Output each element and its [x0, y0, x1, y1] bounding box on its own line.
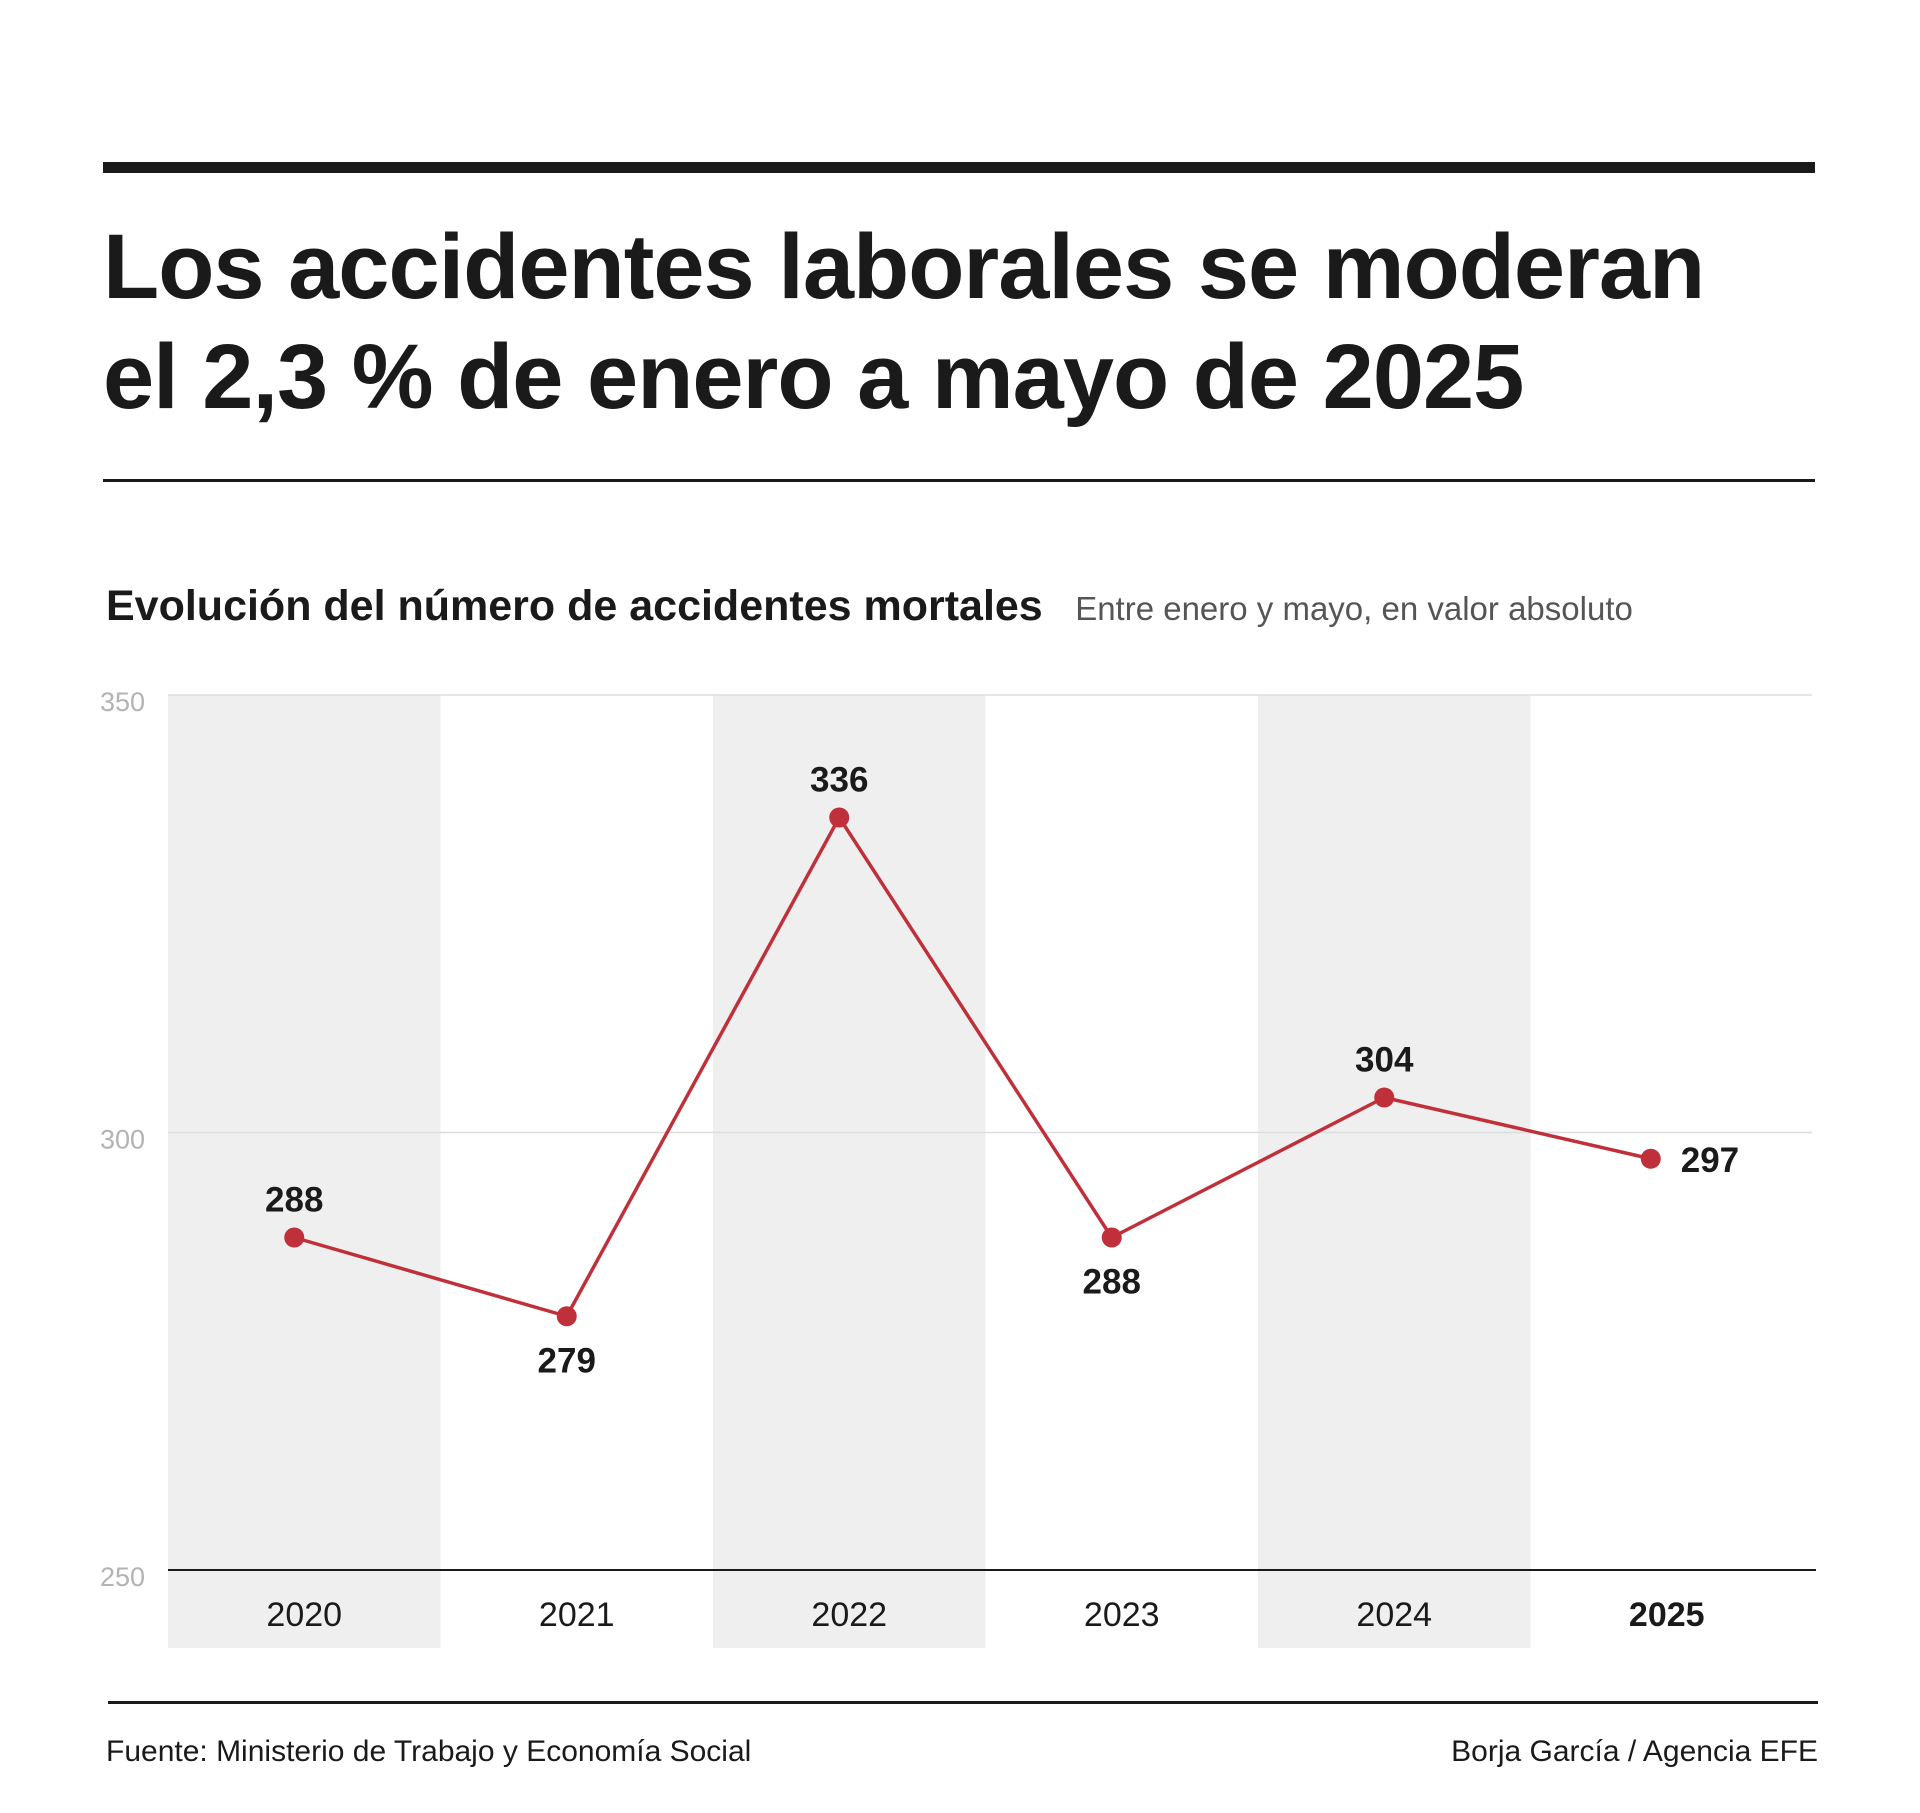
- y-tick-label-300: 300: [100, 1125, 145, 1155]
- data-point-2020: [284, 1227, 305, 1248]
- data-label-2023: 288: [1083, 1263, 1141, 1302]
- y-tick-label-350: 350: [100, 687, 145, 717]
- chart-title: Evolución del número de accidentes morta…: [106, 582, 1043, 630]
- chart-heading: Evolución del número de accidentes morta…: [106, 582, 1633, 631]
- data-label-2024: 304: [1355, 1041, 1414, 1080]
- data-point-2025: [1640, 1148, 1661, 1169]
- data-label-2022: 336: [810, 761, 868, 800]
- data-point-2021: [556, 1306, 577, 1327]
- mid-rule: [103, 479, 1815, 482]
- data-label-2025: 297: [1681, 1141, 1739, 1180]
- x-tick-label-2020: 2020: [266, 1596, 342, 1634]
- x-tick-label-2025: 2025: [1629, 1596, 1705, 1634]
- data-point-2024: [1374, 1087, 1395, 1108]
- bottom-rule: [108, 1701, 1818, 1704]
- series-line: [293, 815, 1652, 1318]
- headline: Los accidentes laborales se moderan el 2…: [103, 216, 1705, 428]
- data-label-2020: 288: [265, 1181, 323, 1220]
- x-tick-label-2022: 2022: [811, 1596, 887, 1634]
- data-label-2021: 279: [538, 1341, 596, 1380]
- top-rule: [103, 162, 1815, 173]
- source-note: Fuente: Ministerio de Trabajo y Economía…: [106, 1735, 752, 1768]
- x-tick-label-2024: 2024: [1356, 1596, 1432, 1634]
- data-point-2023: [1101, 1227, 1122, 1248]
- credit-note: Borja García / Agencia EFE: [1451, 1735, 1818, 1768]
- x-tick-label-2023: 2023: [1084, 1596, 1160, 1634]
- x-tick-label-2021: 2021: [539, 1596, 615, 1634]
- column-band-2022: [713, 695, 986, 1648]
- data-point-2022: [829, 807, 850, 828]
- chart-subtitle: Entre enero y mayo, en valor absoluto: [1075, 590, 1633, 627]
- y-tick-label-250: 250: [100, 1562, 145, 1592]
- column-band-2024: [1258, 695, 1531, 1648]
- column-band-2020: [168, 695, 441, 1648]
